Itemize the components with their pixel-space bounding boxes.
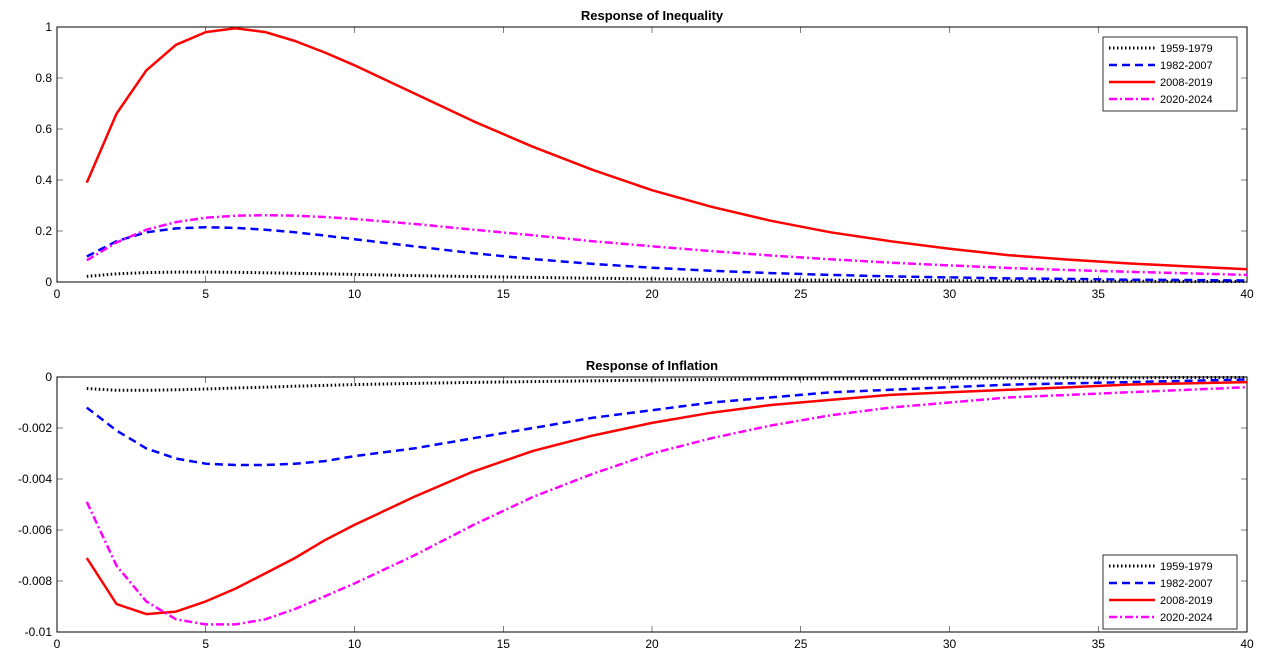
legend-label: 1959-1979 [1160,43,1213,55]
y-tick-label: -0.002 [18,421,52,435]
x-tick-label: 25 [794,637,808,651]
y-tick-label: 0.2 [35,224,52,238]
x-tick-label: 35 [1092,637,1106,651]
y-tick-label: 1 [45,20,52,34]
x-tick-label: 20 [645,637,659,651]
series-line-2020-2024 [86,213,1248,277]
x-tick-label: 10 [348,287,362,301]
legend-label: 1982-2007 [1160,578,1213,590]
x-tick-label: 40 [1240,637,1254,651]
x-tick-label: 0 [54,287,61,301]
y-tick-label: -0.006 [18,523,52,537]
legend-label: 1982-2007 [1160,60,1213,72]
chart-inequality: Response of Inequality 0 5 10 15 20 25 30 35 40 0 0… [35,8,1254,301]
axes-box [56,376,1248,633]
series-line-2008-2019 [85,380,1248,616]
x-tick-label: 10 [348,637,362,651]
x-tick-label: 5 [202,287,209,301]
legend-label: 2020-2024 [1160,612,1213,624]
chart-title: Response of Inequality [581,8,724,23]
series-line-1982-2007 [86,378,1248,467]
series-line-1982-2007 [86,225,1248,282]
x-tick-label: 15 [497,287,511,301]
y-tick-label: -0.01 [25,625,53,639]
x-tick-label: 20 [645,287,659,301]
legend-label: 1959-1979 [1160,561,1213,573]
series-line-2008-2019 [85,27,1248,271]
legend: 1959-1979 1982-2007 2008-2019 2020-2024 [1102,554,1238,630]
series-line-2020-2024 [85,385,1248,626]
x-tick-label: 15 [497,637,511,651]
chart-title: Response of Inflation [586,358,718,373]
y-tick-label: 0 [45,370,52,384]
legend: 1959-1979 1982-2007 2008-2019 2020-2024 [1102,36,1238,112]
legend-label: 2020-2024 [1160,94,1213,106]
y-tick-label: -0.004 [18,472,52,486]
x-tick-label: 35 [1092,287,1106,301]
y-tick-label: 0 [45,275,52,289]
x-tick-label: 30 [943,287,957,301]
x-tick-label: 5 [202,637,209,651]
x-tick-label: 30 [943,637,957,651]
y-tick-label: -0.008 [18,574,52,588]
y-tick-label: 0.4 [35,173,52,187]
axes-box [56,26,1248,283]
y-tick-label: 0.6 [35,122,52,136]
x-tick-label: 0 [54,637,61,651]
y-tick-label: 0.8 [35,71,52,85]
x-tick-label: 40 [1240,287,1254,301]
legend-label: 2008-2019 [1160,595,1213,607]
legend-label: 2008-2019 [1160,77,1213,89]
x-tick-label: 25 [794,287,808,301]
